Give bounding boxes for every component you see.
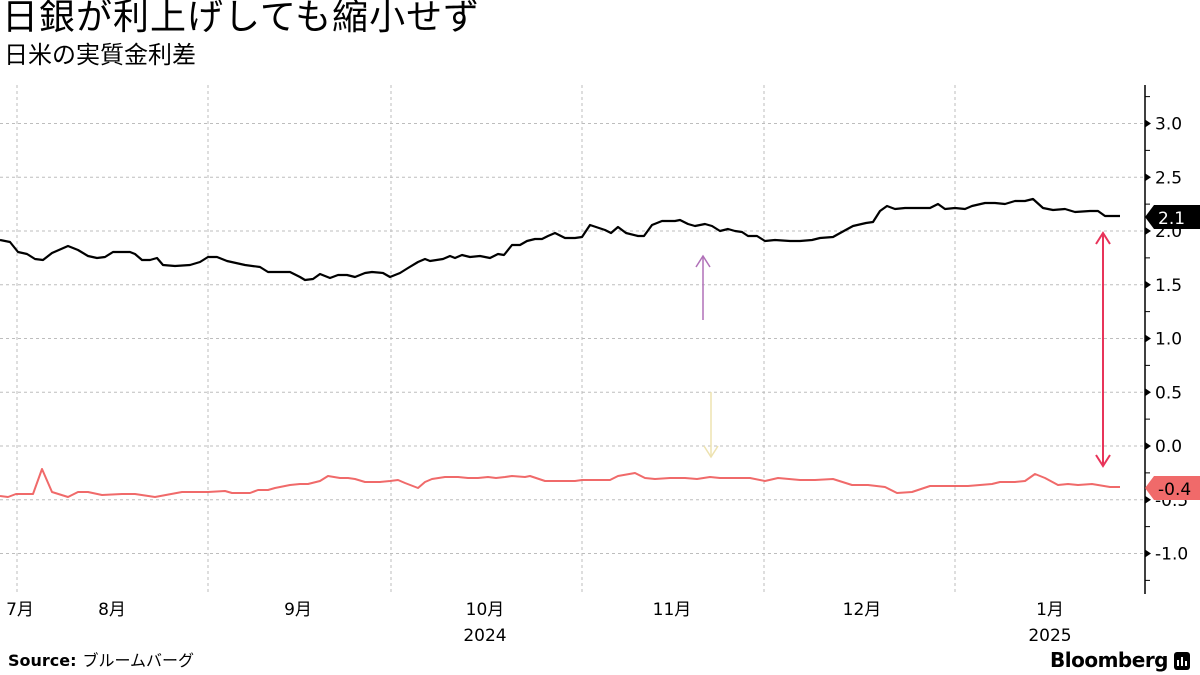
- chart-subtitle: 日米の実質金利差: [4, 41, 196, 69]
- x-tick-label: 9月: [284, 600, 312, 620]
- last-value-label-japan: -0.4: [1158, 480, 1191, 500]
- chart-title: 日銀が利上げしても縮小せず: [2, 0, 481, 38]
- bloomberg-logo: Bloomberg: [1050, 648, 1168, 672]
- y-tick-mark: [1145, 280, 1151, 289]
- last-value-label-spread: 2.1: [1158, 209, 1185, 229]
- bloomberg-chart-icon: [1174, 652, 1190, 670]
- x-tick-label: 7月: [6, 600, 34, 620]
- gridlines: [0, 85, 1145, 594]
- y-tick-label: 1.0: [1155, 330, 1182, 350]
- source-note: Source: ブルームバーグ: [8, 651, 194, 671]
- y-tick-mark: [1145, 173, 1151, 182]
- last-value-labels: 2.1 -0.4: [1145, 205, 1200, 500]
- y-tick-mark: [1145, 388, 1151, 397]
- y-tick-mark: [1145, 495, 1151, 504]
- y-tick-label: 3.0: [1155, 115, 1182, 135]
- x-year-label: 2025: [1028, 626, 1071, 646]
- x-tick-label: 10月: [466, 600, 505, 620]
- source-label: Source:: [8, 651, 77, 670]
- x-axis: 7月 8月 9月 10月 2024 11月 12月 1月 2025: [6, 600, 1072, 646]
- y-tick-mark: [1145, 442, 1151, 450]
- down-arrow-head: [703, 445, 719, 459]
- y-tick-label: -1.0: [1155, 545, 1188, 565]
- series-line-spread: [0, 197, 1120, 282]
- double-arrow-head: [1095, 454, 1111, 468]
- y-tick-mark: [1145, 227, 1151, 235]
- y-tick-label: 1.5: [1155, 276, 1182, 296]
- x-tick-label: 8月: [98, 600, 126, 620]
- y-tick-label: 2.5: [1155, 168, 1182, 188]
- x-tick-label: 12月: [843, 600, 882, 620]
- y-tick-label: 0.5: [1155, 383, 1182, 403]
- double-arrow-head: [1095, 231, 1111, 245]
- series-lines: [0, 197, 1120, 498]
- last-value-label-japan-bg: [1145, 476, 1200, 500]
- last-value-label-spread-bg: [1145, 205, 1200, 229]
- annotation-arrows: [695, 231, 1111, 468]
- y-axis: 3.02.52.01.51.00.50.0-0.5-1.0: [1144, 85, 1188, 594]
- y-tick-mark: [1145, 119, 1151, 128]
- x-tick-label: 1月: [1036, 600, 1064, 620]
- up-arrow-head: [695, 254, 711, 268]
- source-value: ブルームバーグ: [82, 651, 195, 670]
- series-line-japan: [0, 468, 1120, 498]
- y-tick-label: 0.0: [1155, 437, 1182, 457]
- y-tick-mark: [1145, 334, 1151, 343]
- x-tick-label: 11月: [653, 600, 692, 620]
- y-tick-mark: [1145, 549, 1151, 558]
- x-year-label: 2024: [463, 626, 506, 646]
